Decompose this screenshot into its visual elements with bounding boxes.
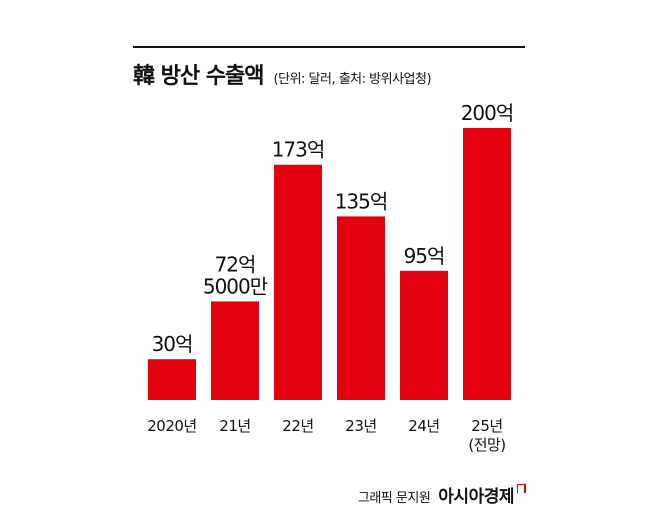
credit-brand: 아시아경제 <box>438 487 514 507</box>
category-label-3-0: 23년 <box>345 417 376 435</box>
data-label-1-1: 5000만 <box>203 274 268 298</box>
credit-label: 그래픽 문지원 <box>357 491 431 506</box>
data-label-0-0: 30억 <box>152 332 193 356</box>
data-label-3-0: 135억 <box>335 189 388 213</box>
brand-mark-icon <box>517 484 526 493</box>
bar-0 <box>148 359 196 400</box>
data-label-2-0: 173억 <box>272 138 325 162</box>
top-rule <box>133 46 525 48</box>
bar-5 <box>463 128 511 400</box>
category-label-5-0: 25년 <box>471 417 502 435</box>
data-label-1-0: 72억 <box>215 252 256 276</box>
chart-subtitle: (단위: 달러, 출처: 방위사업청) <box>273 72 432 87</box>
category-label-2-0: 22년 <box>282 417 313 435</box>
category-label-4-0: 24년 <box>408 417 439 435</box>
bar-4 <box>400 270 448 400</box>
bar-2 <box>274 164 322 400</box>
title-row: 韓 방산 수출액 (단위: 달러, 출처: 방위사업청) <box>133 58 432 90</box>
data-label-4-0: 95억 <box>404 244 445 268</box>
data-label-5-0: 200억 <box>461 101 514 125</box>
chart-title: 韓 방산 수출액 <box>133 64 265 89</box>
credit: 그래픽 문지원 아시아경제 <box>358 482 526 507</box>
category-label-1-0: 21년 <box>219 417 250 435</box>
bar-1 <box>211 301 259 400</box>
category-label-0-0: 2020년 <box>147 417 196 435</box>
category-label-5-1: (전망) <box>468 436 505 454</box>
bar-3 <box>337 216 385 400</box>
